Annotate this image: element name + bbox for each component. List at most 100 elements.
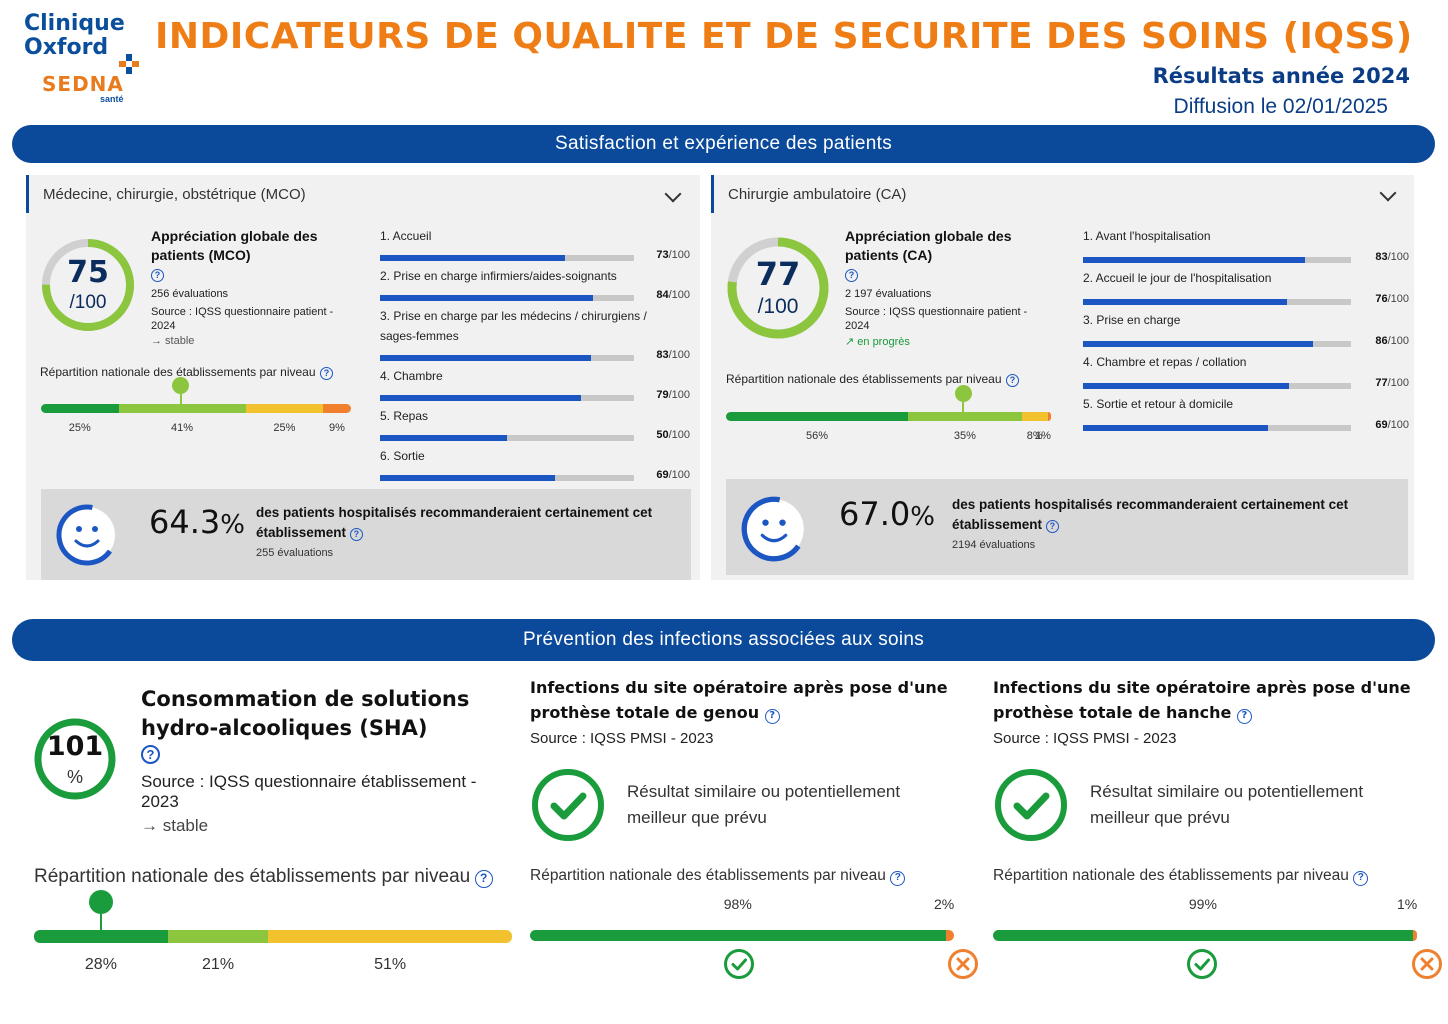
reco-text: des patients hospitalisés recommanderaie…	[256, 505, 653, 540]
distribution-pct: 25%	[273, 422, 296, 434]
ca-distribution-bar	[726, 385, 1051, 421]
value: 73	[656, 249, 669, 261]
ca-criterion-label: 5. Sortie et retour à domicile	[1083, 397, 1234, 411]
help-icon[interactable]: ?	[1045, 520, 1059, 533]
reco-text: des patients hospitalisés recommanderaie…	[952, 497, 1349, 532]
ca-score-title: Appréciation globale des patients (CA)	[845, 228, 1012, 263]
distribution-pct: 28%	[84, 956, 117, 973]
help-icon[interactable]: ?	[474, 870, 493, 888]
genou-distribution-bar	[530, 930, 954, 941]
hanche-title-2: prothèse totale de hanche	[993, 703, 1232, 722]
value: 77	[1375, 377, 1388, 389]
section-title: Satisfaction et expérience des patients	[554, 133, 892, 154]
mco-criterion-label-cont: sages-femmes	[380, 329, 459, 343]
help-icon[interactable]: ?	[845, 269, 858, 282]
hanche-result: Résultat similaire ou potentiellement me…	[1090, 779, 1410, 831]
help-icon[interactable]: ?	[349, 528, 363, 541]
panel-mco-header[interactable]: Médecine, chirurgie, obstétrique (MCO)	[26, 175, 700, 213]
sha-info: Consommation de solutions hydro-alcooliq…	[141, 685, 501, 836]
help-icon[interactable]: ?	[1353, 871, 1369, 886]
distribution-segment	[323, 404, 351, 413]
help-icon[interactable]: ?	[890, 871, 906, 886]
mco-criterion-bar	[380, 255, 634, 261]
label: Répartition nationale des établissements…	[726, 372, 1002, 386]
ca-score-gauge: 77 /100	[725, 235, 831, 341]
distribution-pct: 98%	[723, 896, 752, 912]
sha-title-1: Consommation de solutions	[141, 687, 470, 711]
mco-source: Source : IQSS questionnaire patient - 20…	[151, 306, 334, 332]
panel-mco-title: Médecine, chirurgie, obstétrique (MCO)	[43, 185, 306, 203]
distribution-pct: 9%	[329, 422, 345, 434]
mco-criterion-value: 79/100	[642, 389, 690, 401]
help-icon[interactable]: ?	[141, 745, 160, 764]
panel-ca: Chirurgie ambulatoire (CA) 77 /100 Appré…	[711, 175, 1414, 580]
ca-criterion-fill	[1083, 299, 1287, 305]
hanche-result-2: meilleur que prévu	[1090, 808, 1230, 827]
mco-recommendation: 64.3% des patients hospitalisés recomman…	[41, 489, 691, 580]
max: /100	[668, 429, 690, 441]
distribution-segment	[1412, 930, 1417, 941]
value: 79	[656, 389, 669, 401]
ca-criterion-fill	[1083, 257, 1306, 263]
ca-criteria-list: 1. Avant l'hospitalisation 83/100 2. Acc…	[1083, 229, 1409, 489]
distribution-pct: 1%	[1035, 430, 1051, 442]
mco-criterion-fill	[380, 295, 594, 301]
help-icon[interactable]: ?	[1236, 709, 1252, 724]
value: 50	[656, 429, 669, 441]
ca-score-max: /100	[757, 295, 799, 318]
sha-score: 101	[46, 731, 104, 762]
unit: %	[220, 510, 245, 540]
logo-sante: santé	[100, 94, 124, 104]
genou-result-1: Résultat similaire ou potentiellement	[627, 782, 901, 801]
mco-criterion-bar	[380, 395, 634, 401]
genou-source: Source : IQSS PMSI - 2023	[530, 730, 714, 747]
check-icon	[530, 767, 606, 848]
genou-distribution-pcts: 98% 2%	[530, 896, 954, 916]
mco-criterion-label: 2. Prise en charge infirmiers/aides-soig…	[380, 269, 617, 283]
ca-score-info: Appréciation globale des patients (CA) ?…	[845, 227, 1050, 348]
ca-criterion-label: 2. Accueil le jour de l'hospitalisation	[1083, 271, 1272, 285]
ca-criterion-value: 76/100	[1357, 293, 1409, 305]
max: /100	[1387, 335, 1409, 347]
value: 69	[1375, 419, 1388, 431]
help-icon[interactable]: ?	[1005, 374, 1019, 387]
logo-cross-icon	[119, 54, 139, 74]
smiley-icon	[55, 503, 119, 572]
hanche-source: Source : IQSS PMSI - 2023	[993, 730, 1177, 747]
help-icon[interactable]: ?	[151, 269, 164, 282]
help-icon[interactable]: ?	[764, 709, 780, 724]
sha-title-2: hydro-alcooliques (SHA)	[141, 716, 428, 740]
genou-result: Résultat similaire ou potentiellement me…	[627, 779, 937, 831]
level-marker	[954, 385, 972, 416]
distribution-segment	[945, 930, 954, 941]
ca-criterion-label: 1. Avant l'hospitalisation	[1083, 229, 1211, 243]
section-title: Prévention des infections associées aux …	[522, 629, 925, 650]
panel-ca-header[interactable]: Chirurgie ambulatoire (CA)	[711, 175, 1414, 213]
mco-criterion-fill	[380, 355, 591, 361]
logo: Clinique Oxford SEDNA santé	[24, 12, 139, 104]
max: /100	[1387, 419, 1409, 431]
value: 69	[656, 469, 669, 481]
mco-distribution-pcts: 25% 41% 25% 9%	[41, 422, 351, 438]
help-icon[interactable]: ?	[319, 367, 333, 380]
hanche-info: Infections du site opératoire après pose…	[993, 675, 1423, 747]
mco-reco-info: des patients hospitalisés recommanderaie…	[256, 503, 676, 559]
distribution-segment	[530, 930, 946, 941]
cross-icon	[1411, 948, 1443, 985]
mco-reco-value: 64.3%	[149, 503, 245, 541]
distribution-segment	[726, 412, 908, 421]
level-marker	[88, 890, 113, 934]
hanche-result-1: Résultat similaire ou potentiellement	[1090, 782, 1364, 801]
max: /100	[668, 469, 690, 481]
ca-trend: ↗ en progrès	[845, 336, 910, 348]
ca-recommendation: 67.0% des patients hospitalisés recomman…	[726, 479, 1408, 575]
mco-criterion-fill	[380, 255, 566, 261]
mco-score-max: /100	[69, 292, 107, 313]
ca-criterion-value: 83/100	[1357, 251, 1409, 263]
sha-ring	[34, 718, 116, 800]
max: /100	[1387, 377, 1409, 389]
ca-gauge-arc	[727, 237, 829, 339]
distribution-segment	[993, 930, 1413, 941]
smiley-icon	[740, 495, 808, 568]
sha-unit: %	[66, 767, 83, 787]
